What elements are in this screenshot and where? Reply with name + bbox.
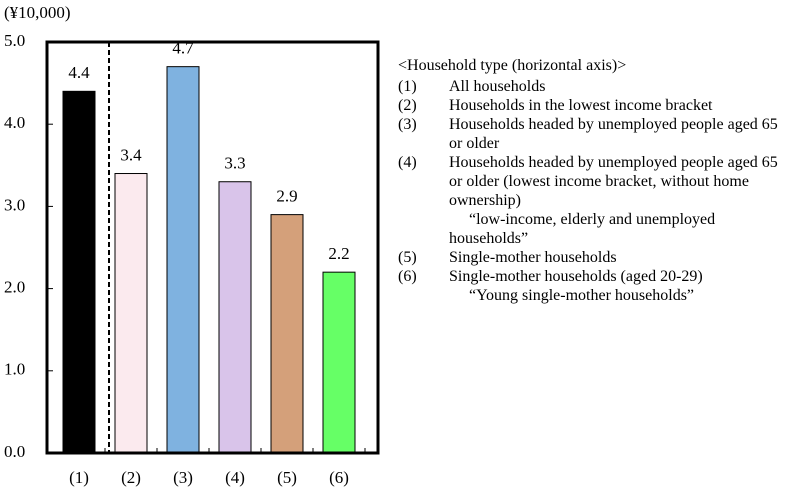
note-sub: “low-income, elderly and unemployed hous… (449, 211, 716, 247)
legend-title: <Household type (horizontal axis)> (398, 57, 627, 74)
note-marker: (3) (398, 116, 417, 133)
x-tick-label: (1) (69, 468, 89, 487)
y-tick-label: 2.0 (4, 278, 25, 297)
bar (270, 214, 304, 454)
x-tick-label: (6) (329, 468, 349, 487)
x-tick-label: (3) (173, 468, 193, 487)
y-tick-label: 0.0 (4, 442, 25, 461)
note-text: Single-mother households (aged 20-29) (449, 268, 703, 285)
note-text: Households in the lowest income bracket (449, 97, 713, 114)
value-label: 2.9 (276, 187, 297, 206)
value-label: 4.4 (68, 63, 90, 82)
note-item: (6) Single-mother households (aged 20-29) (398, 267, 783, 286)
legend-notes: <Household type (horizontal axis)> (1) Al… (398, 56, 783, 305)
note-marker: (2) (398, 97, 417, 114)
x-tick-label: (2) (121, 468, 141, 487)
y-tick-label: 3.0 (4, 195, 25, 214)
note-text: All households (449, 78, 546, 95)
note-item: (1) All households (398, 77, 783, 96)
note-marker: (4) (398, 154, 417, 171)
y-axis-unit: (¥10,000) (4, 3, 71, 22)
note-text: Households headed by unemployed people a… (449, 116, 778, 152)
note-marker: (1) (398, 78, 417, 95)
x-tick-label: (4) (225, 468, 245, 487)
bar (166, 66, 200, 454)
y-tick-label: 4.0 (4, 113, 25, 132)
note-marker: (5) (398, 249, 417, 266)
y-tick-label: 5.0 (4, 31, 25, 50)
bar (62, 90, 96, 454)
note-item: (3) Households headed by unemployed peopl… (398, 115, 783, 153)
note-marker: (6) (398, 268, 417, 285)
plot-frame (45, 40, 380, 455)
note-text: Single-mother households (449, 249, 617, 266)
value-label: 3.3 (224, 154, 245, 173)
note-item: (2) Households in the lowest income brack… (398, 96, 783, 115)
bar (218, 181, 252, 454)
y-tick-label: 1.0 (4, 360, 25, 379)
value-label: 2.2 (328, 244, 349, 263)
note-item: (5) Single-mother households (398, 248, 783, 267)
bar (322, 271, 356, 454)
x-tick-label: (5) (277, 468, 297, 487)
note-sub: “Young single-mother households” (469, 287, 695, 304)
bar (114, 173, 148, 454)
note-text: Households headed by unemployed people a… (449, 154, 778, 209)
note-item: (4) Households headed by unemployed peopl… (398, 153, 783, 210)
value-label: 3.4 (120, 145, 142, 164)
